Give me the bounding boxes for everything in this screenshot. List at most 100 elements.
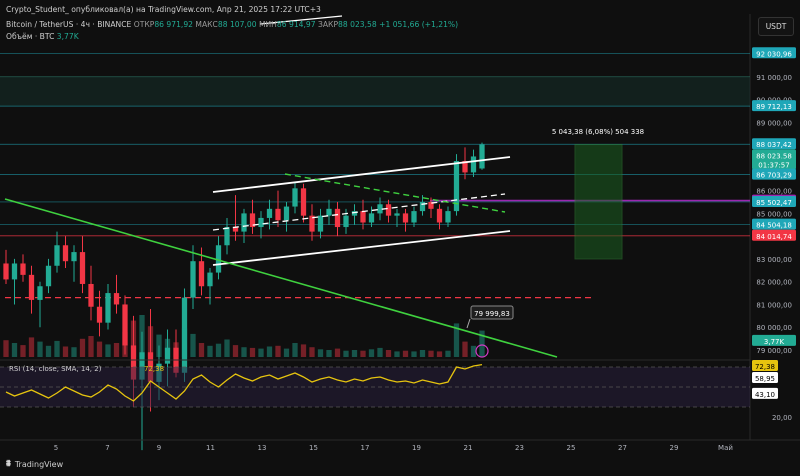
- rsi-title: RSI (14, close, SMA, 14, 2): [9, 365, 102, 373]
- candle-body: [377, 204, 383, 214]
- resistance-zone: [0, 76, 750, 107]
- candle-body: [436, 208, 443, 223]
- candle-body: [411, 211, 417, 223]
- tradingview-logo: ⩩ TradingView: [6, 459, 63, 469]
- channel-lower-line: [212, 230, 511, 266]
- candle-body: [479, 144, 485, 169]
- x-tick-label: 11: [206, 444, 215, 452]
- volume-bar: [283, 348, 290, 357]
- candle-body: [45, 265, 52, 287]
- volume-bar: [241, 347, 247, 357]
- volume-bar: [462, 341, 468, 357]
- symbol-line: Bitcoin / TetherUS · 4ч · BINANCE ОТКР86…: [6, 20, 458, 29]
- volume-bar: [45, 345, 52, 357]
- symbol-title[interactable]: Bitcoin / TetherUS · 4ч · BINANCE: [6, 20, 132, 29]
- candle-body: [402, 213, 409, 223]
- volume-bar: [385, 350, 392, 357]
- candle-body: [130, 345, 137, 380]
- candle-body: [453, 161, 460, 212]
- volume-bar: [266, 346, 273, 357]
- candle-body: [249, 213, 256, 228]
- target-label: 5 043,38 (6,08%) 504 338: [552, 128, 644, 136]
- volume-bar: [453, 323, 460, 357]
- volume-bar: [292, 343, 298, 357]
- channel-upper-line: [212, 156, 511, 193]
- volume-bar: [164, 338, 171, 357]
- candle-body: [181, 297, 188, 373]
- price-label-box: [752, 100, 796, 112]
- volume-bar: [317, 349, 324, 357]
- volume-bar: [436, 351, 443, 357]
- volume-bar: [445, 350, 451, 357]
- volume-bar: [71, 347, 77, 357]
- price-label-box: [752, 149, 796, 161]
- x-tick-label: 23: [515, 444, 524, 452]
- volume-label[interactable]: Объём · BTC: [6, 32, 55, 41]
- y-tick-label: 89 000,00: [756, 119, 792, 127]
- x-tick-label: 17: [361, 444, 370, 452]
- price-label: 85 502,47: [756, 199, 792, 207]
- rsi-label-box: [752, 360, 778, 371]
- candle-body: [258, 217, 264, 228]
- volume-bar: [28, 337, 35, 357]
- channel-mid-line: [212, 193, 506, 231]
- volume-bar: [411, 351, 417, 357]
- price-label-box: [752, 138, 796, 150]
- candle-body: [292, 188, 298, 207]
- volume-bar: [79, 338, 86, 357]
- descending-trendline: [4, 198, 558, 358]
- volume-bar: [343, 350, 349, 357]
- change-value: +1 051,66 (+1,21%): [379, 20, 459, 29]
- currency-button[interactable]: USDT: [758, 17, 794, 36]
- candle-body: [20, 263, 26, 275]
- candle-body: [207, 272, 213, 287]
- price-label: 88 037,42: [756, 141, 792, 149]
- y-tick-label: 91 000,00: [756, 74, 792, 82]
- candle-body: [190, 261, 196, 298]
- volume-bar: [122, 331, 128, 357]
- publisher-text: Crypto_Student_ опубликовал(а) на Tradin…: [6, 5, 321, 14]
- price-label: 86 703,29: [756, 172, 792, 180]
- x-tick-label: 21: [464, 444, 473, 452]
- tv-logo-icon: ⩩: [6, 459, 11, 469]
- rsi-label: 72,38: [755, 363, 775, 371]
- candle-body: [28, 274, 35, 300]
- volume-bar: [96, 341, 103, 357]
- rsi-tick-label: 20,00: [772, 414, 792, 422]
- volume-bar: [105, 344, 111, 357]
- volume-bar: [402, 350, 409, 357]
- candle-body: [326, 208, 332, 216]
- candle-body: [139, 352, 145, 380]
- volume-bar: [62, 346, 69, 357]
- brand-text: TradingView: [14, 459, 64, 469]
- ohlc-close: ЗАКР88 023,58: [317, 20, 377, 29]
- volume-bar: [113, 343, 120, 357]
- volume-bar: [275, 345, 281, 357]
- volume-bar: [300, 344, 307, 357]
- rsi-label-box: [752, 372, 778, 384]
- x-tick-label: 29: [670, 444, 679, 452]
- volume-group: [3, 315, 485, 357]
- candle-body: [37, 286, 43, 300]
- volume-bar: [351, 350, 358, 357]
- price-label-box: [752, 158, 796, 170]
- price-label-box: [752, 168, 796, 180]
- candle-body: [300, 188, 307, 216]
- candle-body: [96, 306, 103, 323]
- volume-bar: [419, 350, 426, 357]
- price-label: 01:37:57: [758, 161, 789, 169]
- volume-bar: [54, 340, 60, 357]
- x-tick-label: 13: [258, 444, 267, 452]
- candle-body: [428, 202, 434, 209]
- volume-bar: [156, 334, 162, 357]
- rsi-line: [5, 363, 483, 402]
- volume-bar: [207, 345, 213, 357]
- price-label: 88 023,58: [756, 152, 792, 160]
- candle-body: [164, 347, 171, 364]
- volume-bar: [130, 320, 137, 357]
- volume-bar: [190, 333, 196, 357]
- candle-body: [79, 252, 86, 284]
- y-tick-label: 81 000,00: [756, 301, 792, 309]
- candle-body: [470, 156, 477, 173]
